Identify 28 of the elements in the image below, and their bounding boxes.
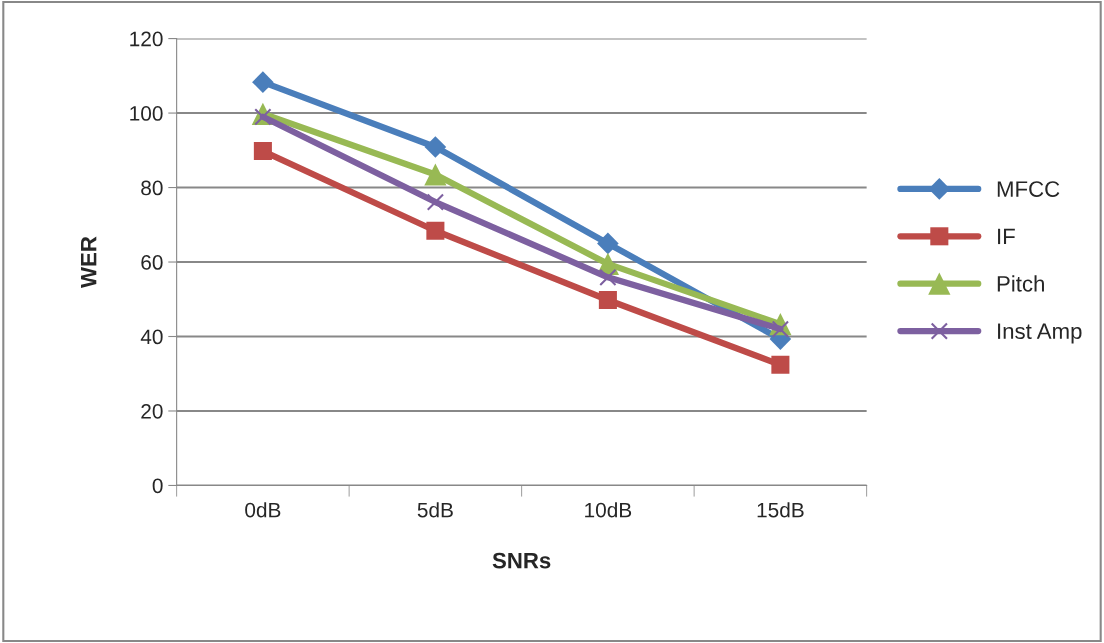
y-tick-label: 100 xyxy=(130,106,163,121)
legend-label: Pitch xyxy=(997,275,1044,292)
legend-label: MFCC xyxy=(997,181,1060,197)
y-tick-label: 40 xyxy=(140,329,163,345)
y-tick-label: 20 xyxy=(141,403,163,419)
point xyxy=(771,320,790,338)
x-tick-label: 5dB xyxy=(417,502,453,518)
legend-label: Inst Amp xyxy=(998,323,1082,344)
point xyxy=(426,193,445,211)
point xyxy=(598,290,617,310)
point xyxy=(426,221,445,240)
x-tick-label: 15dB xyxy=(757,502,804,518)
point xyxy=(599,268,617,286)
point xyxy=(597,232,619,255)
point xyxy=(771,355,790,374)
y-tick-label: 80 xyxy=(141,180,163,196)
y-axis-title: WER xyxy=(81,236,97,288)
y-tick-label: 60 xyxy=(141,255,163,270)
point xyxy=(253,142,272,161)
y-tick-label: 120 xyxy=(130,31,163,47)
point xyxy=(424,136,447,158)
point xyxy=(252,71,274,93)
y-tick-label: 0 xyxy=(152,478,163,494)
x-axis-title: SNRs xyxy=(492,552,551,569)
point xyxy=(424,163,447,186)
legend-label: IF xyxy=(998,228,1015,245)
x-tick-label: 0dB xyxy=(245,502,281,518)
x-tick-label: 10dB xyxy=(585,502,632,518)
